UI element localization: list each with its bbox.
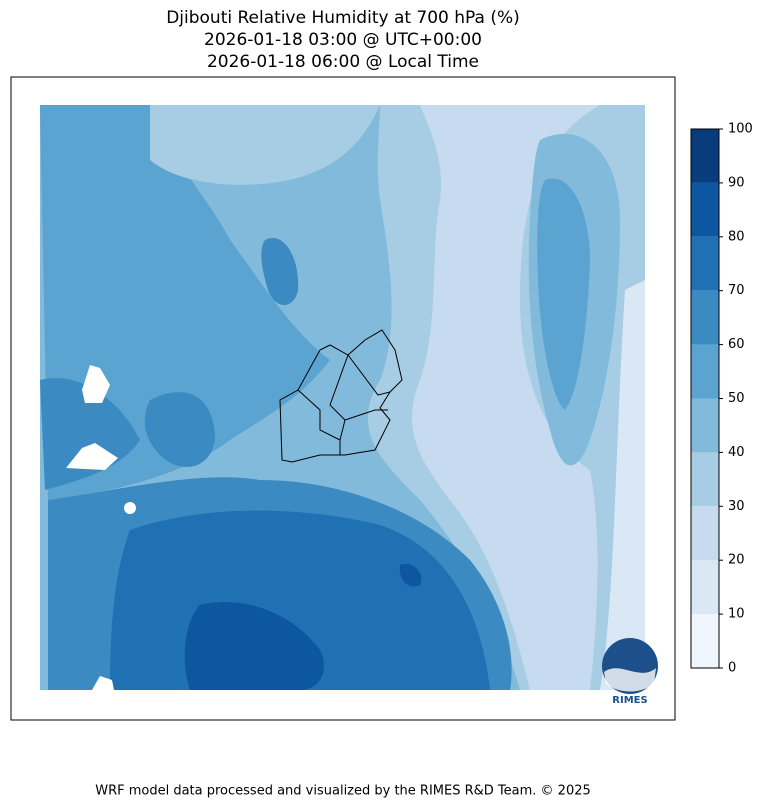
colorbar-tick-label: 90 <box>728 175 745 190</box>
masked-area <box>92 676 114 690</box>
logo-text: RIMES <box>612 695 647 706</box>
masked-area <box>66 443 118 470</box>
colorbar-segment <box>691 614 719 668</box>
footer: WRF model data processed and visualized … <box>95 784 591 799</box>
logo: RIMES <box>602 638 658 706</box>
humidity-field <box>261 238 299 305</box>
colorbar-tick-label: 100 <box>728 122 753 137</box>
colorbar-tick-label: 10 <box>728 607 745 622</box>
masked-area <box>82 365 110 403</box>
map <box>40 105 645 690</box>
humidity-field <box>184 602 324 690</box>
logo-wave <box>604 668 656 692</box>
humidity-field <box>411 105 600 690</box>
colorbar-segment <box>691 344 719 399</box>
colorbar-segment <box>691 290 719 345</box>
colorbar-tick-label: 30 <box>728 499 745 514</box>
colorbar-tick-label: 40 <box>728 445 745 460</box>
colorbar-segment <box>691 452 719 507</box>
local-time: 2026-01-18 06:00 @ Local Time <box>207 52 479 72</box>
humidity-field <box>40 378 140 490</box>
colorbar-segment <box>691 129 719 183</box>
colorbar-tick-label: 50 <box>728 391 745 406</box>
map-title: Djibouti Relative Humidity at 700 hPa (%… <box>166 8 520 28</box>
masked-area <box>124 502 136 514</box>
colorbar-segment <box>691 398 719 453</box>
colorbar-tick-label: 0 <box>728 661 736 676</box>
colorbar-segment <box>691 182 719 237</box>
humidity-field <box>600 280 645 690</box>
colorbar-segment <box>691 236 719 291</box>
humidity-field <box>399 564 422 587</box>
colorbar-tick-label: 80 <box>728 229 745 244</box>
colorbar-tick-label: 20 <box>728 553 745 568</box>
country-borders <box>279 329 403 463</box>
humidity-field <box>537 178 590 410</box>
colorbar-tick-label: 70 <box>728 283 745 298</box>
colorbar: 0 10 20 30 40 50 60 70 80 90 100 <box>691 122 753 676</box>
humidity-field <box>40 105 330 500</box>
humidity-field <box>144 392 215 467</box>
utc-time: 2026-01-18 03:00 @ UTC+00:00 <box>204 30 482 50</box>
colorbar-frame <box>690 128 720 669</box>
colorbar-segment <box>691 506 719 561</box>
humidity-field <box>150 105 380 185</box>
map-frame <box>10 76 676 721</box>
colorbar-tick-label: 60 <box>728 337 745 352</box>
colorbar-segment <box>691 560 719 615</box>
